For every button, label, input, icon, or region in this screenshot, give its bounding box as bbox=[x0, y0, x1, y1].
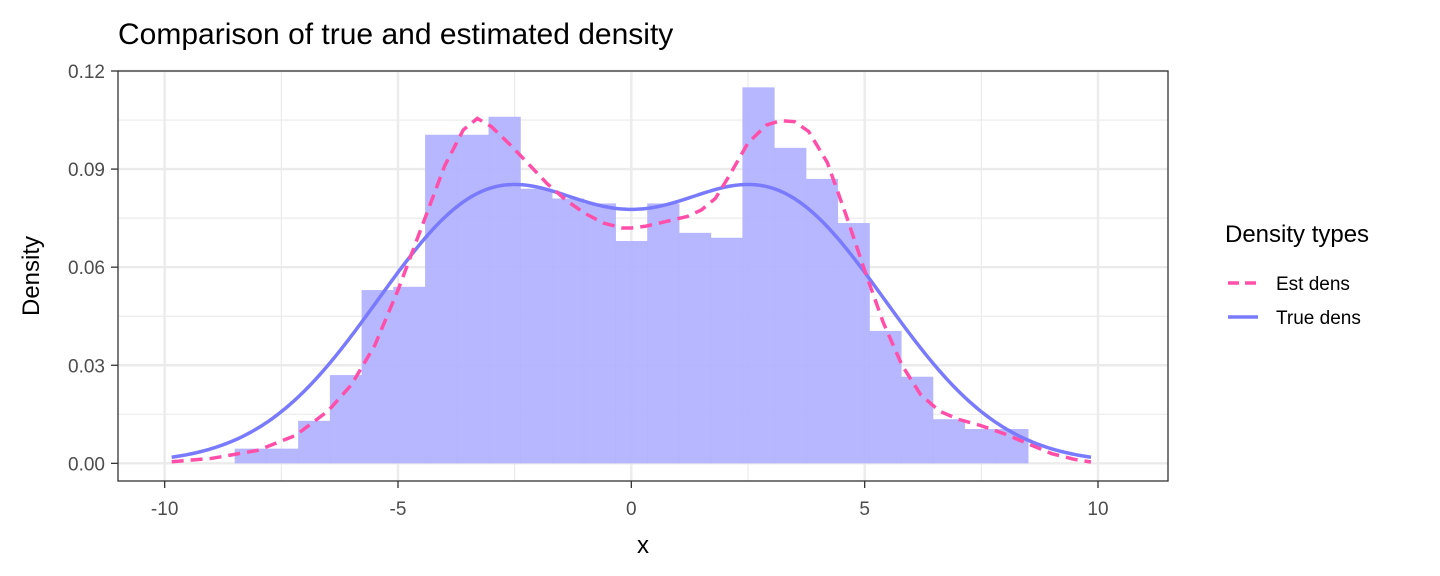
histogram-bar bbox=[869, 330, 902, 464]
histogram-bar bbox=[805, 178, 839, 464]
chart-title: Comparison of true and estimated density bbox=[118, 18, 673, 51]
y-tick-label: 0.06 bbox=[68, 258, 105, 279]
true-density-line bbox=[171, 182, 1092, 459]
y-tick-label: 0.12 bbox=[68, 62, 105, 83]
histogram-bar bbox=[234, 448, 267, 464]
y-axis: 0.00 0.03 0.06 0.09 0.12 bbox=[68, 62, 118, 475]
x-tick-label: 0 bbox=[626, 499, 637, 520]
histogram-bar bbox=[266, 448, 299, 464]
histogram-bar bbox=[774, 147, 807, 464]
y-tick-label: 0.00 bbox=[68, 454, 105, 475]
histogram-bar bbox=[456, 134, 490, 464]
x-axis: -10 -5 0 5 10 bbox=[151, 481, 1109, 520]
histogram-bar bbox=[425, 134, 458, 464]
y-axis-title: Density bbox=[18, 236, 45, 316]
x-tick-label: 10 bbox=[1087, 499, 1108, 520]
panel-border bbox=[117, 70, 1169, 482]
histogram-bar bbox=[393, 286, 426, 464]
legend: Density types Est dens True dens bbox=[1225, 221, 1369, 329]
histogram-bar bbox=[932, 419, 966, 464]
legend-title: Density types bbox=[1225, 221, 1369, 248]
histogram-bar bbox=[552, 198, 585, 464]
x-tick-label: 5 bbox=[859, 499, 870, 520]
histogram-bar bbox=[361, 290, 394, 464]
histogram-bar bbox=[678, 232, 712, 464]
y-tick-label: 0.03 bbox=[68, 356, 105, 377]
histogram-bar bbox=[298, 420, 331, 464]
histogram-bar bbox=[742, 87, 775, 464]
histogram-bar bbox=[647, 203, 680, 464]
y-tick-label: 0.09 bbox=[68, 160, 105, 181]
histogram-bar bbox=[615, 241, 648, 464]
histogram-bar bbox=[583, 203, 616, 464]
histogram-bar bbox=[710, 237, 743, 464]
histogram-bar bbox=[837, 223, 870, 464]
plot-panel bbox=[117, 69, 1169, 482]
x-axis-title: x bbox=[637, 532, 649, 559]
legend-label-true-dens: True dens bbox=[1276, 308, 1361, 329]
histogram-bar bbox=[520, 188, 553, 464]
legend-label-est-dens: Est dens bbox=[1276, 274, 1350, 295]
x-tick-label: -10 bbox=[151, 499, 178, 520]
histogram-bar bbox=[996, 429, 1029, 464]
histogram-bar bbox=[488, 116, 521, 464]
x-tick-label: -5 bbox=[390, 499, 407, 520]
estimated-density-line bbox=[171, 116, 1092, 464]
histogram-bars bbox=[234, 87, 1029, 464]
histogram-bar bbox=[964, 429, 997, 464]
